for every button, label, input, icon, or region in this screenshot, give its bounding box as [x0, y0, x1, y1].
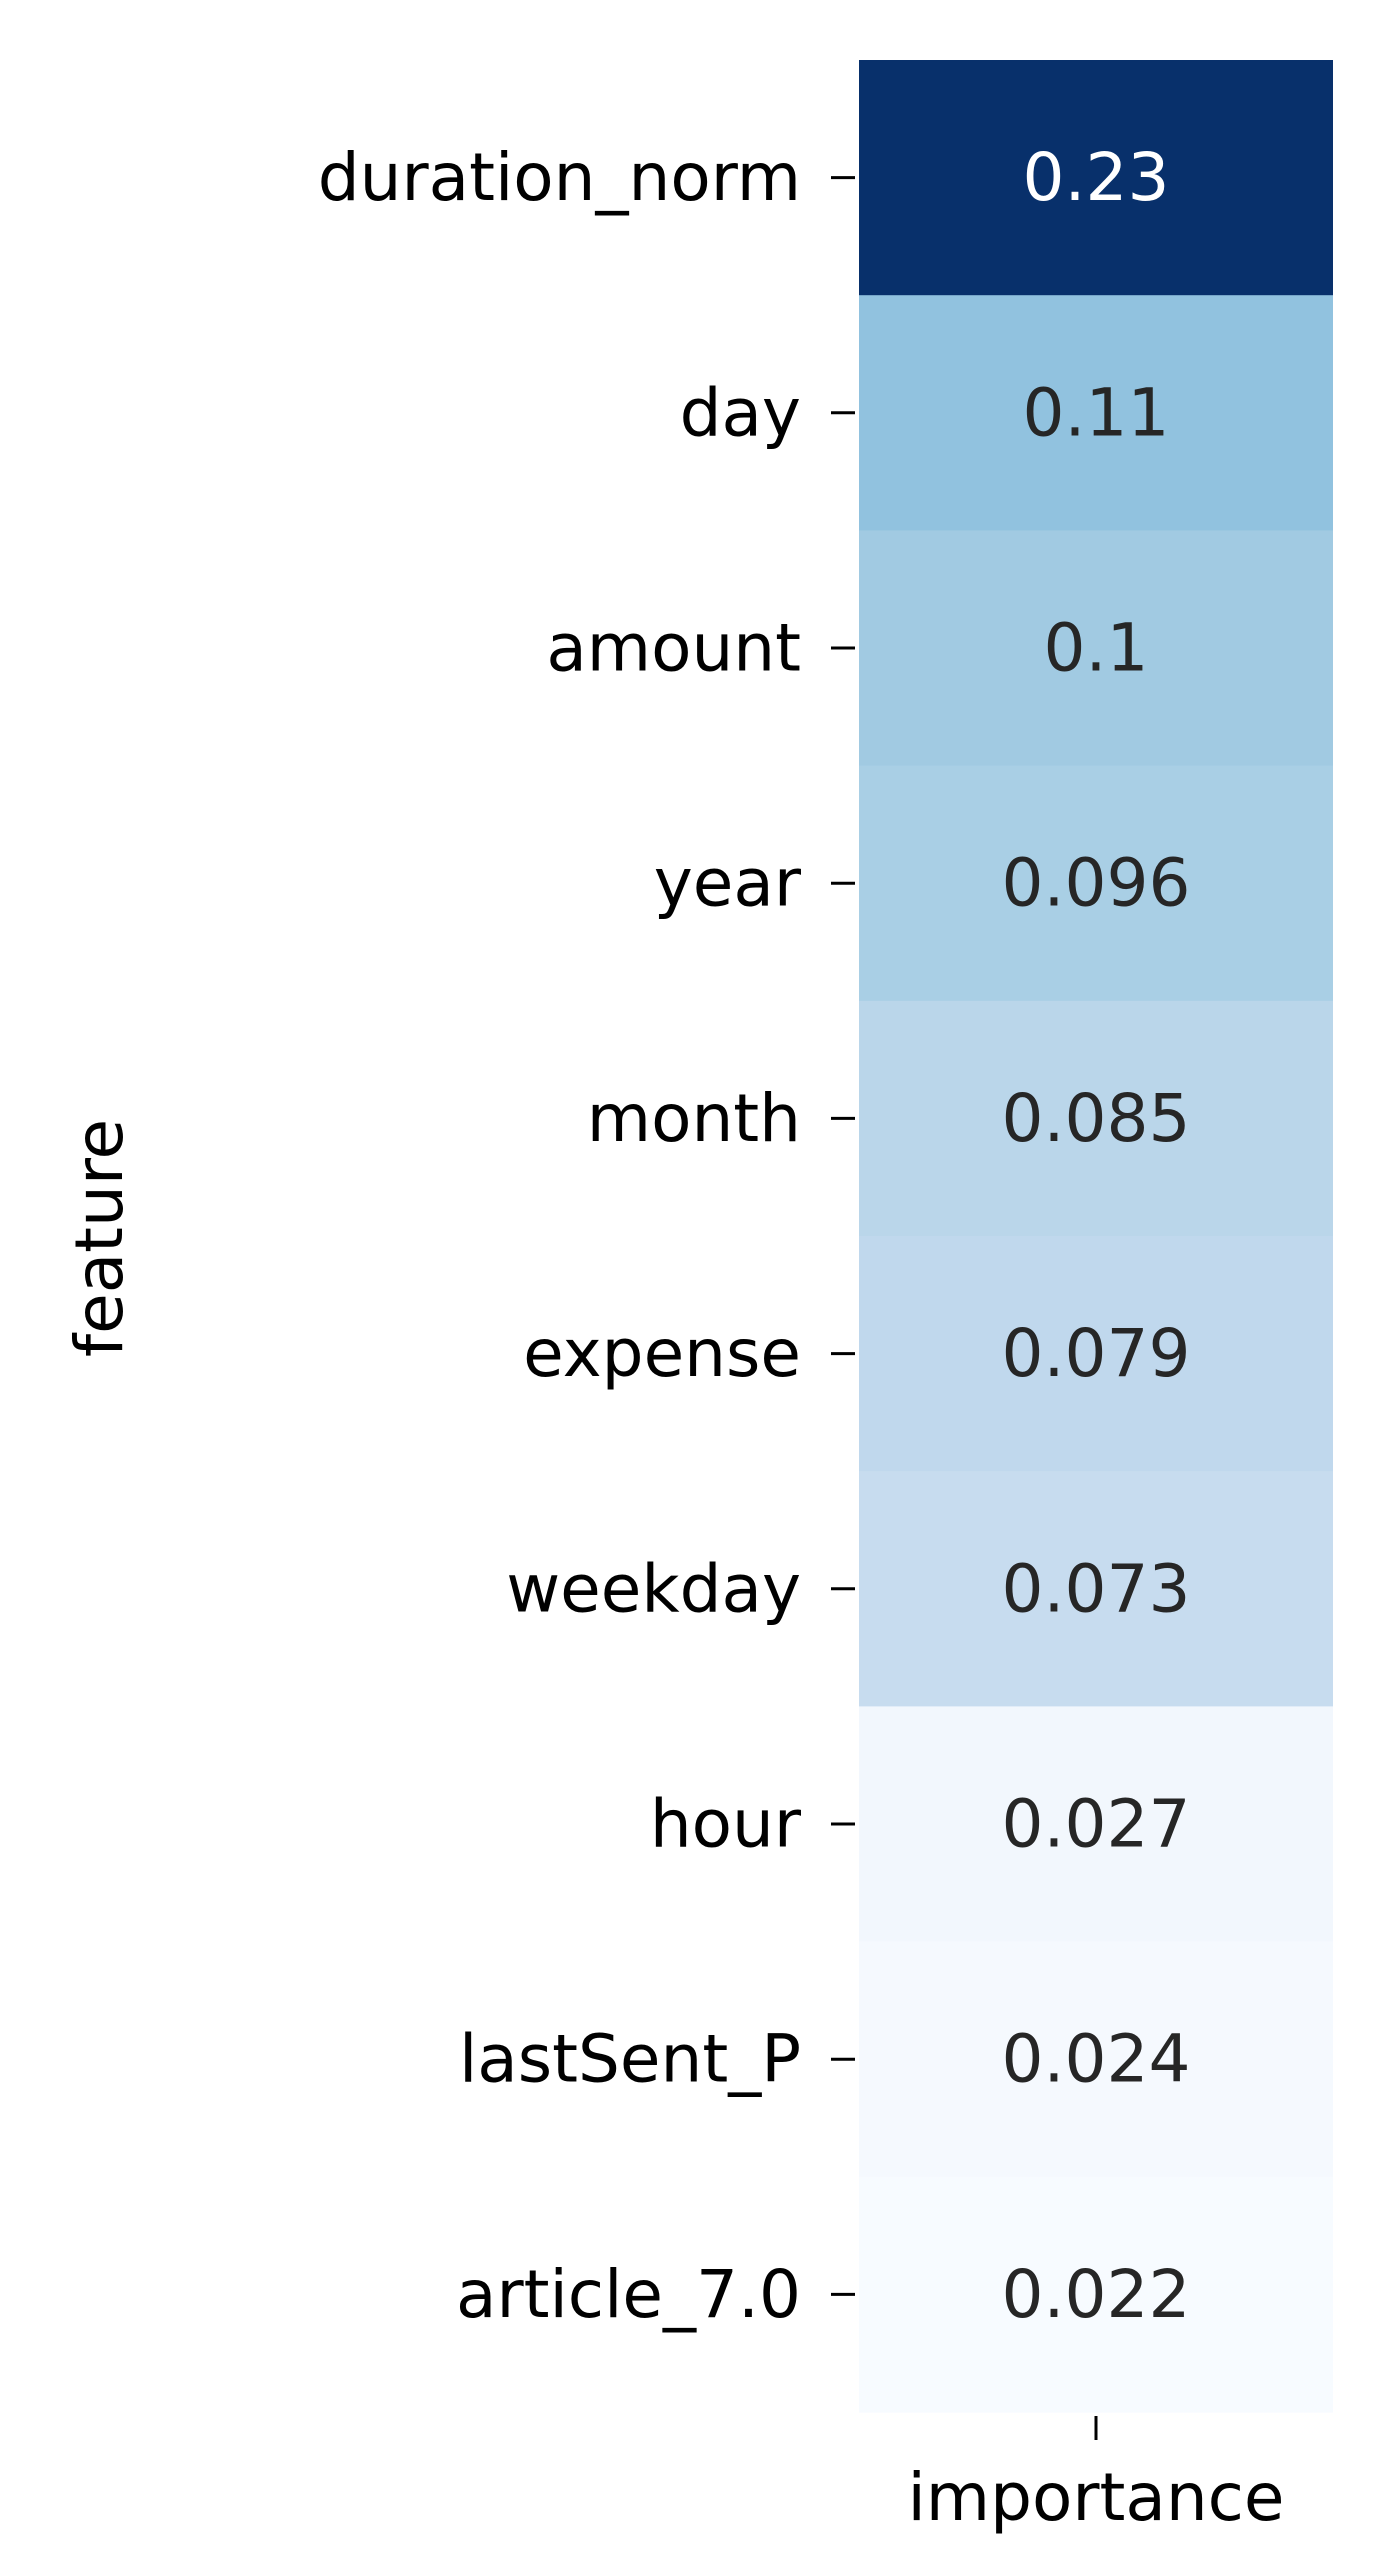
heatmap-cell	[859, 530, 1333, 767]
heatmap-cell-value: 0.23	[1023, 139, 1170, 216]
y-tick-label: hour	[650, 1786, 802, 1863]
heatmap-cell	[859, 1471, 1333, 1707]
y-tick-label: expense	[523, 1315, 801, 1392]
y-tick-label: amount	[546, 610, 801, 687]
heatmap-cell-value: 0.11	[1023, 374, 1170, 451]
heatmap-cell-value: 0.079	[1002, 1315, 1191, 1392]
heatmap-cell	[859, 2176, 1333, 2413]
heatmap-cell-value: 0.073	[1002, 1550, 1191, 1627]
heatmap-cell-value: 0.085	[1002, 1080, 1191, 1157]
heatmap-cell-value: 0.1	[1044, 610, 1149, 687]
y-tick-label: weekday	[506, 1550, 801, 1627]
heatmap-cell-value: 0.027	[1002, 1786, 1191, 1863]
heatmap-cell-value: 0.096	[1002, 845, 1191, 922]
heatmap-cell	[859, 1000, 1333, 1237]
y-tick-label: duration_norm	[318, 139, 801, 216]
heatmap-cell-value: 0.024	[1002, 2021, 1191, 2098]
heatmap-cell	[859, 765, 1333, 1002]
heatmap-cells	[859, 60, 1333, 2413]
x-axis-ticks: importance	[907, 2416, 1285, 2536]
y-tick-label: year	[654, 845, 802, 922]
x-tick-label: importance	[907, 2459, 1284, 2536]
heatmap-cell	[859, 1236, 1333, 1472]
heatmap-cell-labels: 0.23 0.11 0.1 0.096 0.085 0.079 0.073 0.027 0.02…	[1002, 139, 1191, 2333]
heatmap-cell	[859, 1706, 1333, 1943]
y-tick-label: article_7.0	[456, 2256, 801, 2333]
heatmap-cell	[859, 295, 1333, 531]
heatmap-cell	[859, 60, 1333, 296]
y-tick-label: month	[587, 1080, 801, 1157]
y-axis-label: feature	[61, 1119, 138, 1357]
heatmap-cell-value: 0.022	[1002, 2256, 1191, 2333]
y-tick-label: lastSent_P	[459, 2021, 801, 2098]
y-tick-label: day	[680, 374, 801, 451]
heatmap-cell	[859, 1941, 1333, 2178]
